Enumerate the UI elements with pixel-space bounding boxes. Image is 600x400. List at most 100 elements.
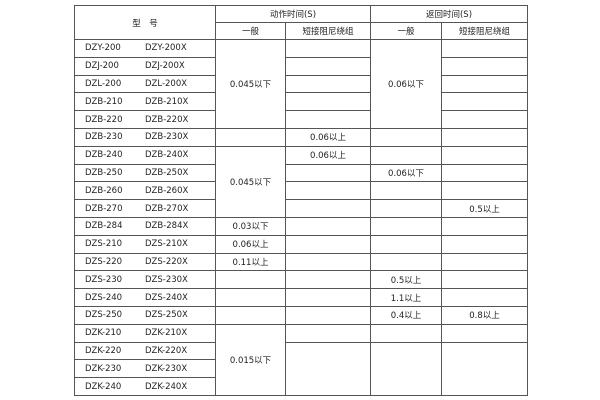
return-general-cell [370,127,442,147]
table-row: DZB-260 DZB-260X [74,181,528,201]
model-cell: DZB-240 DZB-240X [74,145,216,165]
action-general-cell: 0.11以上 [215,252,286,272]
table-row: DZB-230 DZB-230X 0.06以上 [74,127,528,147]
model-name: DZL-200 [85,78,122,89]
table-row: DZY-200 DZY-200X 0.045以下 0.06以下 [74,39,528,129]
model-name: DZB-220 [85,114,123,125]
action-short-damping-cell [285,234,371,254]
action-short-damping-cell [285,110,371,129]
model-name-x: DZB-260X [145,185,189,196]
table-row: DZB-210 DZB-210X [74,92,528,112]
table-row: DZB-270 DZB-270X 0.5以上 [74,199,528,218]
action-short-damping-cell [285,252,371,272]
model-name-x: DZS-250X [145,310,188,321]
return-short-damping-cell [441,181,528,201]
action-general-cell: 0.045以下 [215,145,286,218]
action-short-damping-cell [285,163,371,183]
table-row: DZB-240 DZB-240X 0.045以下 0.06以上 [74,145,528,218]
table-row: DZK-220 DZK-220X [74,341,528,396]
model-name-x: DZS-240X [145,292,188,303]
return-short-damping-cell: 0.8以上 [441,305,528,325]
model-name: DZS-250 [85,310,123,321]
return-short-damping-cell [441,288,528,307]
model-name-x: DZK-230X [145,363,188,374]
return-general-cell [370,181,442,201]
model-name: DZB-270 [85,203,123,214]
model-name: DZB-250 [85,167,123,178]
table-row: DZS-220 DZS-220X 0.11以上 [74,252,528,272]
return-general-cell: 0.06以下 [370,39,442,129]
table-row: DZK-240 DZK-240X [74,377,528,396]
return-short-damping-cell [441,341,528,396]
return-general-cell [370,199,442,218]
return-general-cell: 0.5以上 [370,270,442,290]
action-general-cell [215,288,286,307]
model-name-x: DZB-230X [145,132,189,143]
table-row: DZJ-200 DZJ-200X [74,56,528,76]
model-cell: DZK-230 DZK-230X [74,359,216,379]
table-row: DZB-284 DZB-284X 0.03以下 [74,216,528,236]
return-short-damping-cell [441,92,528,112]
model-cell: DZB-284 DZB-284X [74,216,216,236]
model-name-x: DZB-284X [145,221,189,232]
return-short-damping-cell [441,145,528,165]
model-name: DZK-220 [85,345,122,356]
return-general-cell [370,323,442,343]
model-name-x: DZY-200X [145,43,187,54]
return-short-damping-cell [441,234,528,254]
return-short-damping-cell [441,56,528,76]
model-name-x: DZB-240X [145,150,189,161]
action-general-cell [215,305,286,325]
model-name: DZK-230 [85,363,122,374]
model-name-x: DZB-270X [145,203,189,214]
model-name: DZJ-200 [85,61,119,72]
model-name-x: DZL-200X [145,78,188,89]
model-cell: DZL-200 DZL-200X [74,74,216,94]
table-row: DZL-200 DZL-200X [74,74,528,94]
return-general-cell: 0.06以下 [370,163,442,183]
model-name: DZS-210 [85,239,123,250]
return-short-damping-cell [441,127,528,147]
model-cell: DZY-200 DZY-200X [74,39,216,58]
action-short-damping-cell [285,270,371,290]
model-cell: DZK-240 DZK-240X [74,377,216,396]
table-row: DZS-230 DZS-230X 0.5以上 [74,270,528,290]
return-short-damping-cell [441,74,528,94]
return-general-cell [370,252,442,272]
return-short-damping-cell [441,216,528,236]
model-name-x: DZS-210X [145,239,188,250]
model-name-x: DZS-230X [145,274,188,285]
model-name: DZK-210 [85,328,122,339]
return-general-cell [370,341,442,396]
return-short-damping-cell [441,252,528,272]
action-short-damping-cell [285,288,371,307]
table-row: DZK-210 DZK-210X 0.015以下 [74,323,528,396]
model-cell: DZS-240 DZS-240X [74,288,216,307]
model-name: DZB-240 [85,150,123,161]
model-name: DZS-220 [85,256,123,267]
action-general-cell: 0.045以下 [215,39,286,129]
action-short-damping-cell [285,305,371,325]
model-name-x: DZB-210X [145,96,189,107]
model-cell: DZJ-200 DZJ-200X [74,56,216,76]
action-general-cell [215,127,286,147]
return-general-cell: 0.4以上 [370,305,442,325]
model-name: DZS-230 [85,274,123,285]
model-cell: DZS-230 DZS-230X [74,270,216,290]
model-name: DZY-200 [85,43,121,54]
relay-timing-table: 型 号 动作时间(S) 返回时间(S) 一般 短接阻尼绕组 一般 短接阻尼绕组 … [74,5,528,396]
model-name-x: DZB-250X [145,167,189,178]
action-short-damping-cell: 0.06以上 [285,145,371,165]
model-name: DZB-260 [85,185,123,196]
table-row: DZS-210 DZS-210X 0.06以上 [74,234,528,254]
model-cell: DZB-220 DZB-220X [74,110,216,129]
model-cell: DZB-210 DZB-210X [74,92,216,112]
model-name-x: DZK-210X [145,328,188,339]
action-short-damping-cell [285,341,371,396]
return-short-damping-cell [441,163,528,183]
header-return-short-damping: 短接阻尼绕组 [441,22,528,40]
model-cell: DZB-270 DZB-270X [74,199,216,218]
table-row: DZS-240 DZS-240X 1.1以上 [74,288,528,307]
model-cell: DZB-250 DZB-250X [74,163,216,183]
table-body: DZY-200 DZY-200X 0.045以下 0.06以下 DZJ-200 DZJ-2… [74,39,528,396]
